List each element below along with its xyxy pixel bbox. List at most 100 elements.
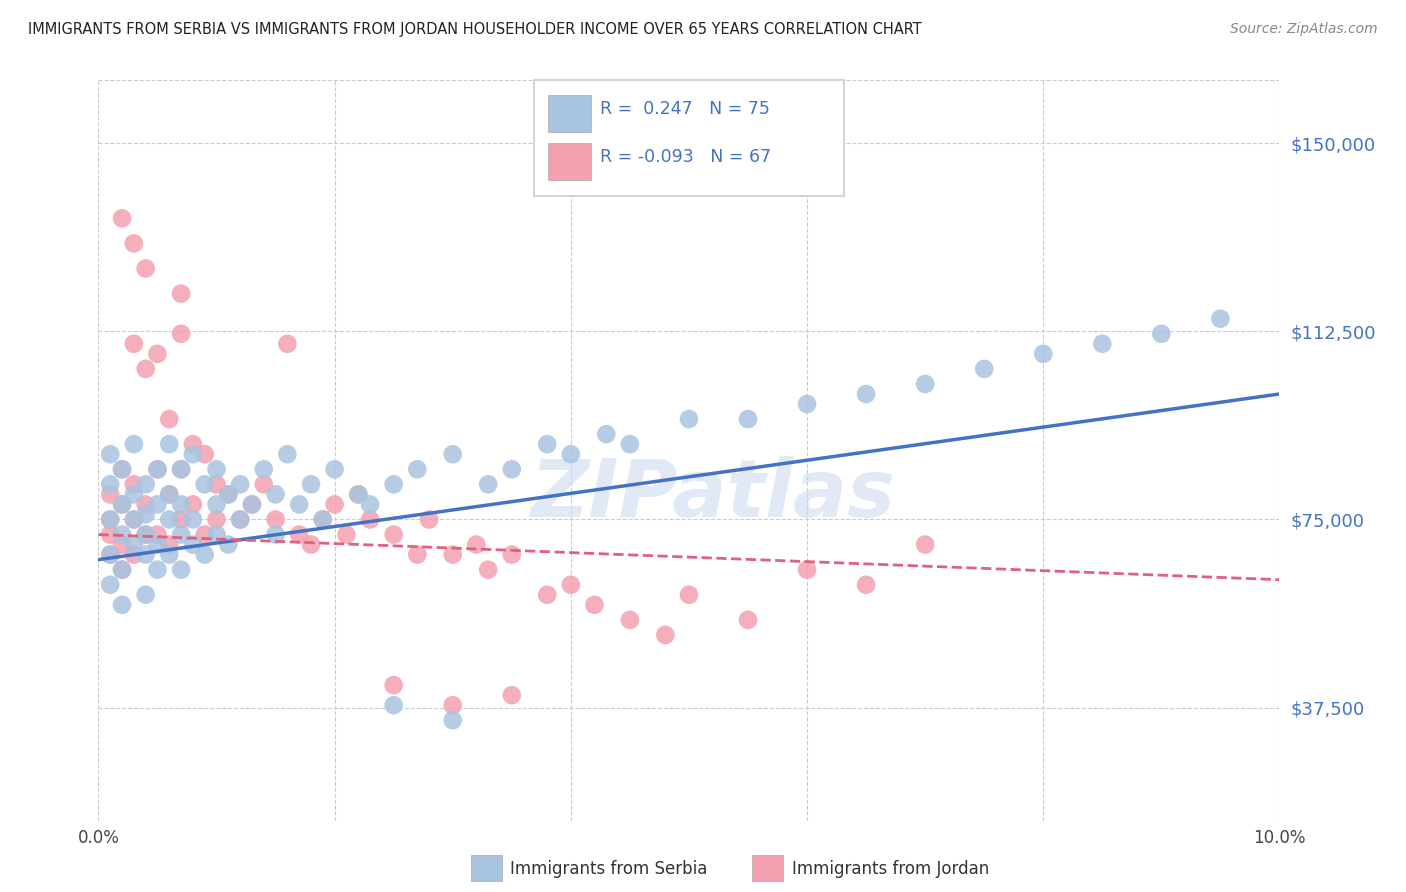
Point [441,447,464,461]
Point [111,563,134,577]
Point [335,527,357,541]
Point [536,588,558,602]
Point [1209,311,1232,326]
Point [347,487,370,501]
Point [146,462,169,476]
Text: R = -0.093   N = 67: R = -0.093 N = 67 [600,148,772,166]
Point [299,477,322,491]
Point [229,512,252,526]
Point [312,512,335,526]
Point [441,548,464,562]
Point [477,477,499,491]
Point [170,326,193,341]
Point [347,487,370,501]
Point [98,548,121,562]
Point [98,578,121,592]
Point [312,512,335,526]
Point [157,487,180,501]
Point [135,588,157,602]
Point [122,477,145,491]
Point [146,497,169,511]
Point [359,512,381,526]
Point [1150,326,1173,341]
Point [359,497,381,511]
Point [157,437,180,451]
Point [323,497,346,511]
Point [194,447,217,461]
Point [855,387,877,401]
Point [796,563,818,577]
Point [1091,336,1114,351]
Text: Immigrants from Serbia: Immigrants from Serbia [510,860,707,878]
Point [146,347,169,361]
Point [122,487,145,501]
Point [418,512,440,526]
Point [146,462,169,476]
Point [560,447,582,461]
Point [217,487,239,501]
Point [157,412,180,426]
Point [181,538,204,552]
Point [98,512,121,526]
Point [678,588,700,602]
Point [170,563,193,577]
Point [737,613,759,627]
Point [595,427,617,442]
Point [240,497,263,511]
Point [501,462,523,476]
Point [98,487,121,501]
Point [501,548,523,562]
Point [229,512,252,526]
Point [737,412,759,426]
Point [135,497,157,511]
Point [441,713,464,727]
Point [619,437,641,451]
Point [229,477,252,491]
Point [111,598,134,612]
Point [181,512,204,526]
Point [98,512,121,526]
Point [135,477,157,491]
Point [276,447,298,461]
Point [157,487,180,501]
Point [170,527,193,541]
Point [382,477,405,491]
Text: Source: ZipAtlas.com: Source: ZipAtlas.com [1230,22,1378,37]
Point [406,462,429,476]
Point [122,336,145,351]
Point [122,437,145,451]
Point [855,578,877,592]
Point [406,548,429,562]
Point [1032,347,1054,361]
Point [205,477,228,491]
Point [98,477,121,491]
Point [170,462,193,476]
Point [157,512,180,526]
Point [98,548,121,562]
Point [111,538,134,552]
Point [146,527,169,541]
Point [181,447,204,461]
Point [194,548,217,562]
Point [170,497,193,511]
Point [146,563,169,577]
Point [122,538,145,552]
Point [205,497,228,511]
Point [217,538,239,552]
Point [441,698,464,713]
Point [288,527,311,541]
Point [288,497,311,511]
Point [253,462,276,476]
Point [181,497,204,511]
Point [146,538,169,552]
Point [654,628,676,642]
Point [619,613,641,627]
Text: R =  0.247   N = 75: R = 0.247 N = 75 [600,100,770,118]
Text: IMMIGRANTS FROM SERBIA VS IMMIGRANTS FROM JORDAN HOUSEHOLDER INCOME OVER 65 YEAR: IMMIGRANTS FROM SERBIA VS IMMIGRANTS FRO… [28,22,922,37]
Point [111,462,134,476]
Point [382,527,405,541]
Point [181,437,204,451]
Point [560,578,582,592]
Point [122,512,145,526]
Point [973,362,995,376]
